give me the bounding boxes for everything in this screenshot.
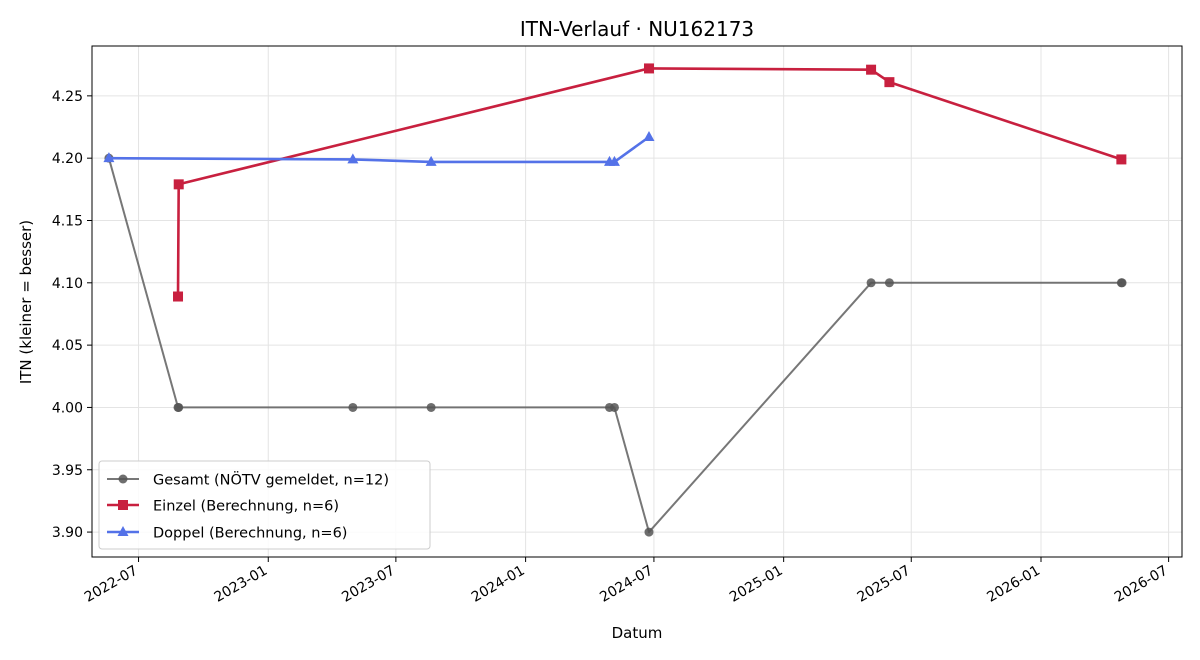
x-tick-label: 2026-01 bbox=[984, 563, 1043, 606]
data-point-doppel bbox=[103, 152, 115, 163]
x-tick-label: 2023-07 bbox=[339, 563, 398, 606]
legend-entry-doppel: Doppel (Berechnung, n=6) bbox=[107, 526, 347, 542]
y-tick-label: 4.00 bbox=[52, 400, 83, 416]
y-tick-label: 4.20 bbox=[52, 151, 83, 167]
legend: Gesamt (NÖTV gemeldet, n=12) Einzel (Ber… bbox=[98, 460, 431, 550]
plot-series bbox=[103, 63, 1127, 537]
legend-entry-einzel: Einzel (Berechnung, n=6) bbox=[107, 499, 339, 515]
data-point-einzel bbox=[1116, 154, 1127, 165]
legend-label-doppel: Doppel (Berechnung, n=6) bbox=[153, 526, 347, 542]
data-point-doppel bbox=[643, 130, 655, 141]
series-doppel bbox=[103, 130, 655, 166]
x-tick-label: 2023-01 bbox=[212, 563, 271, 606]
legend-entry-gesamt: Gesamt (NÖTV gemeldet, n=12) bbox=[107, 471, 389, 489]
y-tick-label: 3.90 bbox=[52, 525, 83, 541]
data-point-einzel bbox=[866, 64, 877, 75]
y-axis-label: ITN (kleiner = besser) bbox=[17, 220, 35, 384]
legend-marker-einzel bbox=[118, 500, 128, 510]
x-tick-label: 2024-07 bbox=[597, 563, 656, 606]
data-point-gesamt bbox=[866, 278, 876, 288]
series-line-einzel bbox=[176, 67, 1122, 297]
series-gesamt bbox=[104, 153, 1127, 537]
chart-title: ITN-Verlauf · NU162173 bbox=[520, 17, 754, 41]
data-point-gesamt bbox=[1117, 278, 1127, 288]
data-point-einzel bbox=[643, 63, 654, 74]
legend-marker-gesamt bbox=[118, 474, 128, 484]
legend-box bbox=[98, 460, 431, 550]
y-tick-label: 3.95 bbox=[52, 463, 83, 479]
x-axis-ticks: 2022-07 2023-01 2023-07 2024-01 2024-07 2025-… bbox=[82, 557, 1171, 606]
data-point-gesamt bbox=[174, 402, 184, 412]
y-tick-label: 4.25 bbox=[52, 89, 83, 105]
y-tick-label: 4.05 bbox=[52, 338, 83, 354]
plot-area-frame bbox=[91, 45, 1183, 558]
data-point-doppel bbox=[608, 155, 620, 166]
x-tick-label: 2022-07 bbox=[82, 563, 141, 606]
data-point-gesamt bbox=[426, 402, 436, 412]
data-point-doppel bbox=[347, 153, 359, 164]
series-einzel bbox=[173, 63, 1127, 302]
data-point-einzel bbox=[173, 179, 184, 190]
legend-label-einzel: Einzel (Berechnung, n=6) bbox=[153, 499, 339, 515]
data-point-einzel bbox=[173, 291, 184, 302]
x-tick-label: 2026-07 bbox=[1112, 563, 1171, 606]
legend-label-gesamt: Gesamt (NÖTV gemeldet, n=12) bbox=[153, 471, 389, 489]
legend-marker-doppel bbox=[117, 526, 129, 536]
data-point-gesamt bbox=[884, 278, 894, 288]
y-axis-ticks: 3.90 3.95 4.00 4.05 4.10 4.15 4.20 4.25 bbox=[52, 89, 92, 541]
series-line-doppel bbox=[108, 135, 650, 164]
y-tick-label: 4.15 bbox=[52, 213, 83, 229]
data-point-einzel bbox=[884, 77, 895, 88]
x-axis-label: Datum bbox=[612, 624, 663, 642]
x-tick-label: 2024-01 bbox=[469, 563, 528, 606]
data-point-doppel bbox=[425, 155, 437, 166]
data-point-gesamt bbox=[609, 402, 619, 412]
data-point-gesamt bbox=[644, 527, 654, 537]
x-tick-label: 2025-01 bbox=[727, 563, 786, 606]
data-point-gesamt bbox=[348, 402, 358, 412]
y-tick-label: 4.10 bbox=[52, 276, 83, 292]
x-tick-label: 2025-07 bbox=[855, 563, 914, 606]
